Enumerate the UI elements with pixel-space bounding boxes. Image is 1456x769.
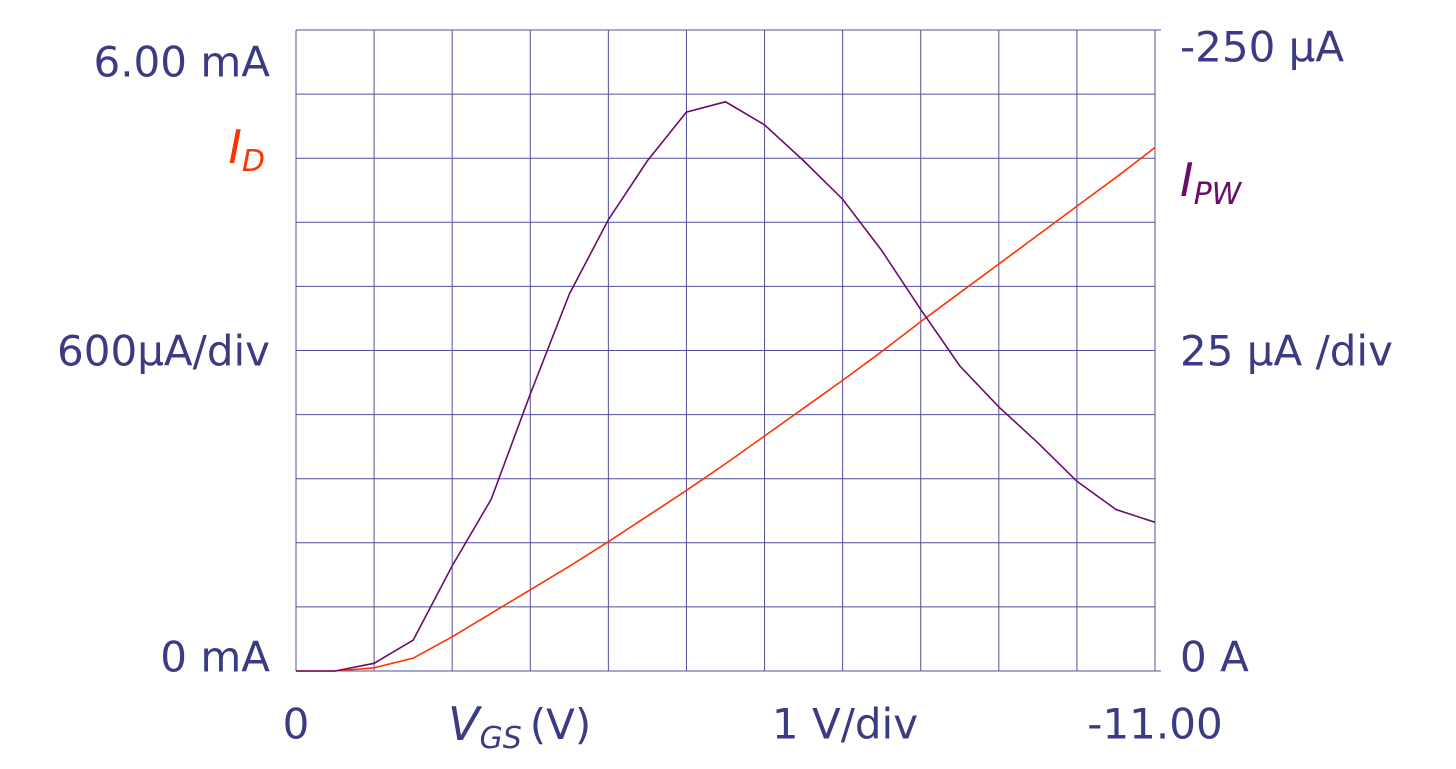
series-label: IPW [1180, 153, 1243, 212]
y-scale-note: 600µA/div [57, 327, 270, 376]
x-tick-label: -11.00 [1087, 700, 1222, 749]
series-label: ID [228, 120, 265, 179]
x-scale-note: 1 V/div [772, 700, 918, 749]
series-label-symbol: I [1180, 153, 1194, 207]
series-line [296, 146, 1156, 672]
series-line [296, 100, 1156, 672]
series-label-symbol: I [228, 120, 242, 174]
y-tick-label: 0 mA [160, 633, 270, 682]
y2-tick-label: 0 A [1180, 633, 1249, 682]
x-axis-label-symbol: V [448, 697, 483, 751]
x-axis-label-unit: (V) [530, 700, 592, 749]
x-axis-label: VGS (V) [448, 697, 591, 756]
x-tick-label: 0 [283, 700, 310, 749]
y2-scale-note: 25 µA /div [1180, 327, 1393, 376]
y-tick-label: 6.00 mA [93, 38, 270, 87]
series-label-subscript: D [242, 144, 265, 179]
x-axis-label-subscript: GS [479, 721, 521, 756]
series-label-subscript: PW [1194, 177, 1243, 212]
y2-tick-label: -250 µA [1180, 23, 1344, 72]
